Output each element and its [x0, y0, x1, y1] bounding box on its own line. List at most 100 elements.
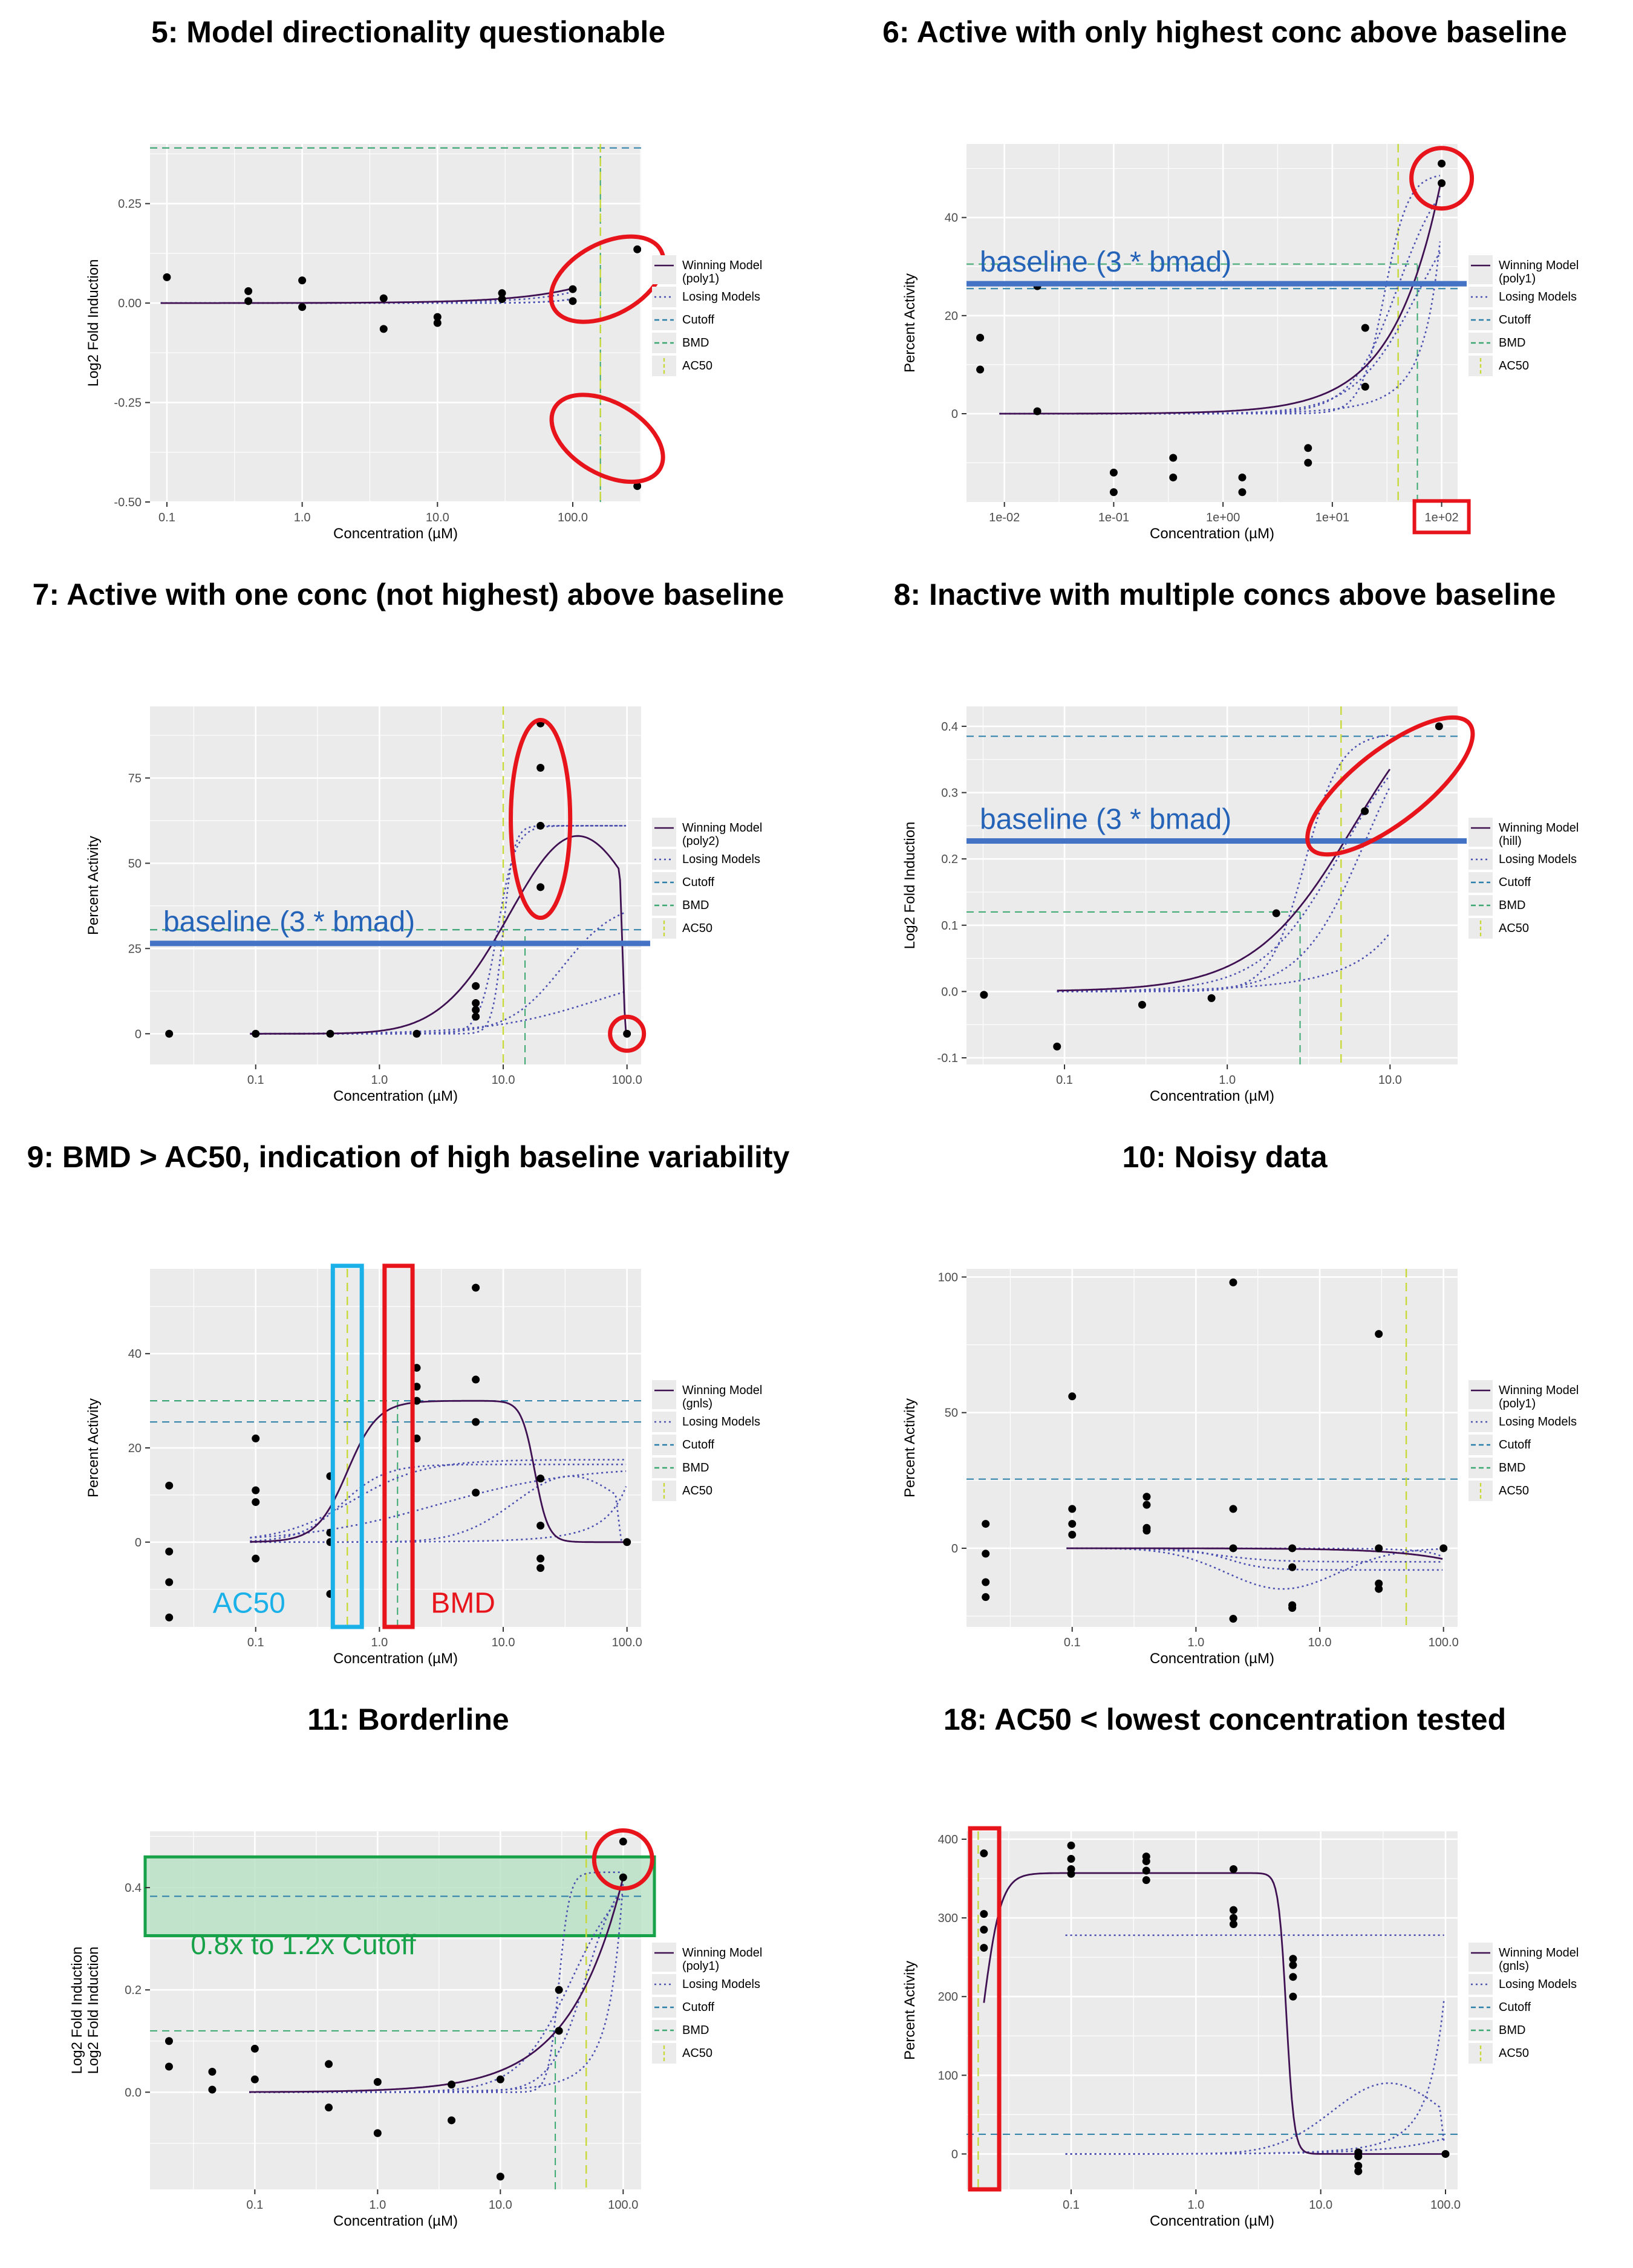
- y-tick-label: 100: [938, 1271, 958, 1284]
- legend-label-ac50: AC50: [682, 359, 712, 373]
- data-point: [536, 821, 545, 830]
- legend-label-cutoff: Cutoff: [1499, 313, 1531, 327]
- baseline-label: baseline (3 * bmad): [980, 804, 1231, 836]
- data-point: [448, 2116, 456, 2125]
- losing-model-curve: [250, 990, 627, 1035]
- y-axis-label: Percent Activity: [902, 1398, 918, 1497]
- x-tick-label: 10.0: [489, 2198, 512, 2212]
- legend-label-losing: Losing Models: [1499, 1978, 1577, 1991]
- winning-model-curve: [249, 1877, 624, 2093]
- legend-winning-model-type: (poly1): [1499, 1397, 1536, 1410]
- plot-background: [966, 1831, 1458, 2189]
- chart-svg: 0.8x to 1.2x Cutoff 0.1 1.0 10.0 100.0 0.0 0.2…: [69, 1828, 762, 2229]
- x-tick-label: 1.0: [294, 511, 311, 524]
- legend-label-ac50: AC50: [682, 1484, 712, 1497]
- data-point: [1229, 1615, 1237, 1623]
- x-axis-label: Concentration (µM): [333, 2213, 458, 2229]
- y-tick-label: -0.50: [114, 496, 142, 509]
- data-point: [976, 333, 985, 342]
- x-tick-label: 1.0: [371, 1636, 388, 1649]
- x-tick-label: 1e+01: [1315, 511, 1349, 524]
- data-point: [1142, 1527, 1151, 1535]
- plot-area: [150, 144, 641, 502]
- y-tick-label: 0: [135, 1536, 142, 1549]
- data-point: [1238, 473, 1247, 481]
- legend-label-losing: Losing Models: [682, 1978, 760, 1991]
- x-tick-label: 1e+00: [1206, 511, 1240, 524]
- data-point: [496, 2075, 504, 2084]
- legend-label-winning: Winning Model: [1499, 821, 1579, 835]
- data-point: [252, 1434, 260, 1442]
- data-point: [412, 1383, 421, 1391]
- highlight-circle: [1409, 146, 1475, 211]
- losing-model-curve: [250, 1464, 627, 1542]
- x-tick-label: 100.0: [612, 1636, 642, 1649]
- chart-svg: baseline (3 * bmad) 0.1 1.0 10.0 100.0 0 25 50 7…: [85, 706, 762, 1104]
- data-point: [373, 2077, 382, 2086]
- y-tick-label: 0.00: [118, 297, 142, 310]
- winning-model-curve: [250, 1400, 627, 1543]
- x-axis-label: Concentration (µM): [333, 526, 458, 542]
- legend-label-losing: Losing Models: [682, 1415, 760, 1429]
- losing-model-curve: [250, 1475, 627, 1543]
- data-point: [252, 1486, 260, 1494]
- x-tick-label: 0.1: [1064, 1636, 1081, 1649]
- y-tick-label: 0: [135, 1028, 142, 1041]
- x-tick-label: 0.1: [1056, 1074, 1073, 1087]
- legend-label-cutoff: Cutoff: [682, 313, 714, 327]
- data-point: [433, 313, 442, 321]
- data-point: [1068, 1531, 1077, 1539]
- panel-title: 9: BMD > AC50, indication of high baseli…: [27, 1140, 790, 1174]
- y-tick-label: 0.2: [941, 853, 958, 866]
- data-point: [1304, 458, 1312, 467]
- data-point: [569, 297, 577, 305]
- data-point: [1067, 1855, 1075, 1863]
- data-point: [1142, 1876, 1150, 1885]
- legend-label-winning: Winning Model: [682, 1384, 762, 1397]
- data-point: [1068, 1520, 1077, 1528]
- data-point: [623, 1029, 631, 1038]
- data-point: [1229, 1914, 1237, 1922]
- y-axis-label: Log2 Fold Induction: [85, 1947, 102, 2074]
- plot-area: [150, 1269, 641, 1627]
- data-point: [412, 1029, 421, 1038]
- data-point: [165, 1481, 174, 1490]
- data-point: [976, 365, 985, 374]
- chart-svg: 0.1 1.0 10.0 100.0 0 100 200 300 400 Concentratio…: [902, 1826, 1579, 2229]
- panel-title: 11: Borderline: [307, 1703, 509, 1736]
- legend-label-cutoff: Cutoff: [1499, 2001, 1531, 2014]
- highlight-ellipse: [549, 234, 666, 324]
- data-point: [536, 1475, 545, 1483]
- data-point: [1207, 994, 1216, 1002]
- plot-background: [966, 1269, 1458, 1627]
- legend-label-cutoff: Cutoff: [682, 876, 714, 889]
- data-point: [379, 294, 388, 302]
- x-tick-label: 0.1: [247, 1636, 264, 1649]
- legend-label-cutoff: Cutoff: [1499, 1438, 1531, 1452]
- data-point: [569, 285, 577, 293]
- data-point: [1068, 1505, 1077, 1513]
- data-point: [1441, 2149, 1450, 2158]
- gridlines: [966, 1269, 1458, 1627]
- data-point: [1439, 1544, 1448, 1553]
- data-point: [1229, 1906, 1237, 1914]
- data-point: [165, 2037, 173, 2045]
- legend-label-winning: Winning Model: [1499, 1946, 1579, 1960]
- legend-label-ac50: AC50: [1499, 2047, 1529, 2060]
- legend-label-losing: Losing Models: [1499, 853, 1577, 866]
- x-tick-label: 1e-01: [1098, 511, 1129, 524]
- data-point: [536, 883, 545, 891]
- x-tick-label: 1.0: [1219, 1074, 1236, 1087]
- data-point: [1288, 1563, 1297, 1571]
- data-point: [165, 1547, 174, 1556]
- data-point: [165, 1029, 174, 1038]
- legend: Winning Model Losing Models Cutoff BMD AC50 (…: [652, 1943, 762, 2064]
- data-point: [208, 2067, 217, 2076]
- data-point: [373, 2129, 382, 2137]
- y-tick-label: 0.4: [125, 1882, 142, 1895]
- data-point: [1288, 1604, 1297, 1612]
- highlight-box: [330, 1263, 364, 1629]
- x-axis-label: Concentration (µM): [1150, 526, 1274, 542]
- data-point: [244, 297, 253, 305]
